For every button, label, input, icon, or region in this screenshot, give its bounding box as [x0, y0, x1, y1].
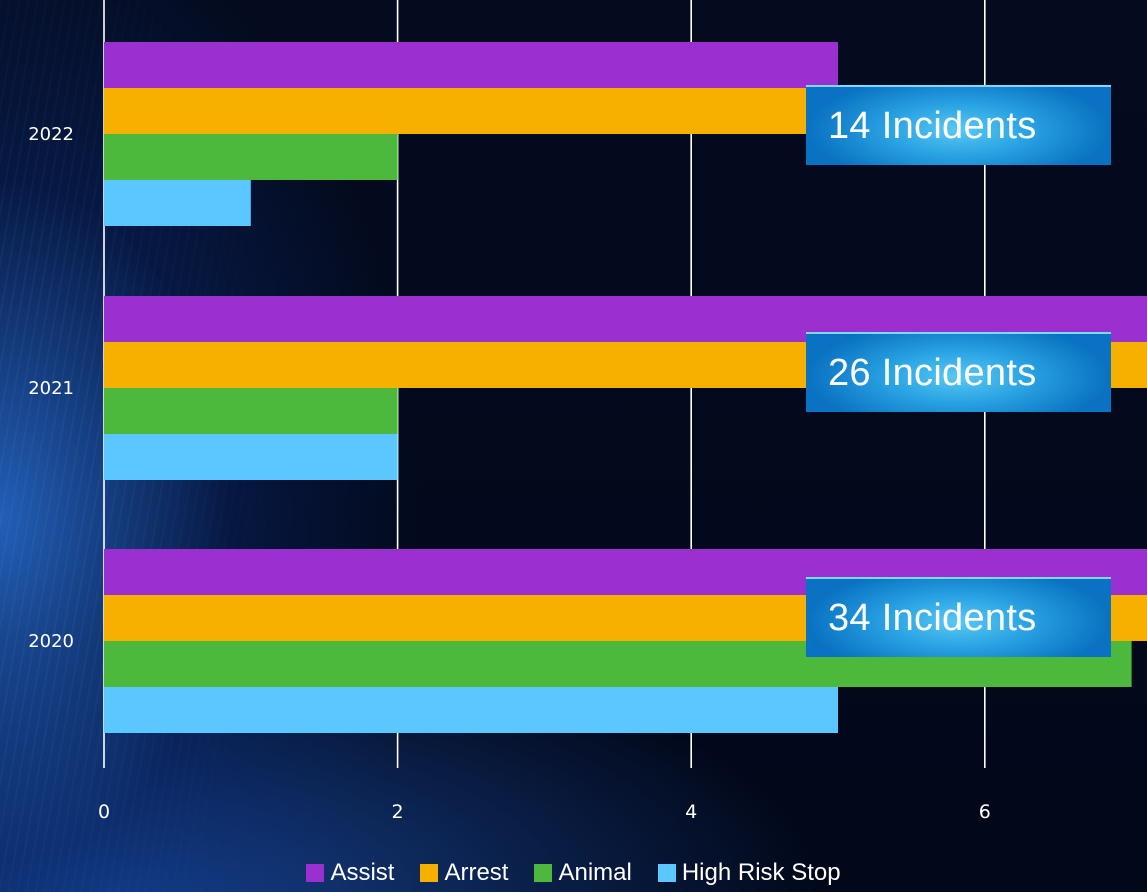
legend-item-assist: Assist — [306, 859, 394, 887]
callout-2021: 26 Incidents — [806, 332, 1111, 412]
y-category-label: 2022 — [28, 124, 74, 145]
x-tick-label: 4 — [685, 801, 697, 823]
x-tick-labels: 02468101214 — [98, 801, 991, 823]
bar-animal-2022 — [104, 134, 398, 180]
legend: Assist Arrest Animal High Risk Stop — [0, 856, 1147, 890]
bar-high-risk-stop-2022 — [104, 180, 251, 226]
legend-label: Arrest — [444, 859, 509, 886]
legend-label: High Risk Stop — [681, 859, 841, 886]
callout-2022: 14 Incidents — [806, 85, 1111, 165]
legend-item-high-risk-stop: High Risk Stop — [657, 859, 841, 887]
legend-swatch-assist — [306, 864, 325, 882]
legend-item-animal: Animal — [534, 859, 632, 887]
legend-label: Assist — [330, 859, 395, 886]
legend-swatch-animal — [534, 864, 553, 882]
callout-text: 14 Incidents — [828, 104, 1037, 147]
bar-high-risk-stop-2020 — [104, 687, 838, 733]
legend-swatch-high-risk-stop — [657, 864, 676, 882]
bar-animal-2021 — [104, 388, 398, 434]
callout-text: 34 Incidents — [828, 596, 1037, 639]
legend-swatch-arrest — [420, 864, 439, 882]
category-labels: 2022 2021 2020 — [28, 124, 74, 652]
x-tick-label: 6 — [979, 801, 991, 823]
y-category-label: 2020 — [28, 631, 74, 652]
y-category-label: 2021 — [28, 378, 74, 399]
legend-label: Animal — [558, 859, 632, 886]
callout-text: 26 Incidents — [828, 351, 1037, 394]
callout-2020: 34 Incidents — [806, 577, 1111, 657]
x-tick-label: 0 — [98, 801, 110, 823]
legend-item-arrest: Arrest — [420, 859, 508, 887]
bar-high-risk-stop-2021 — [104, 434, 398, 480]
bar-assist-2022 — [104, 42, 838, 88]
bars — [104, 42, 1147, 733]
x-tick-label: 2 — [392, 801, 404, 823]
